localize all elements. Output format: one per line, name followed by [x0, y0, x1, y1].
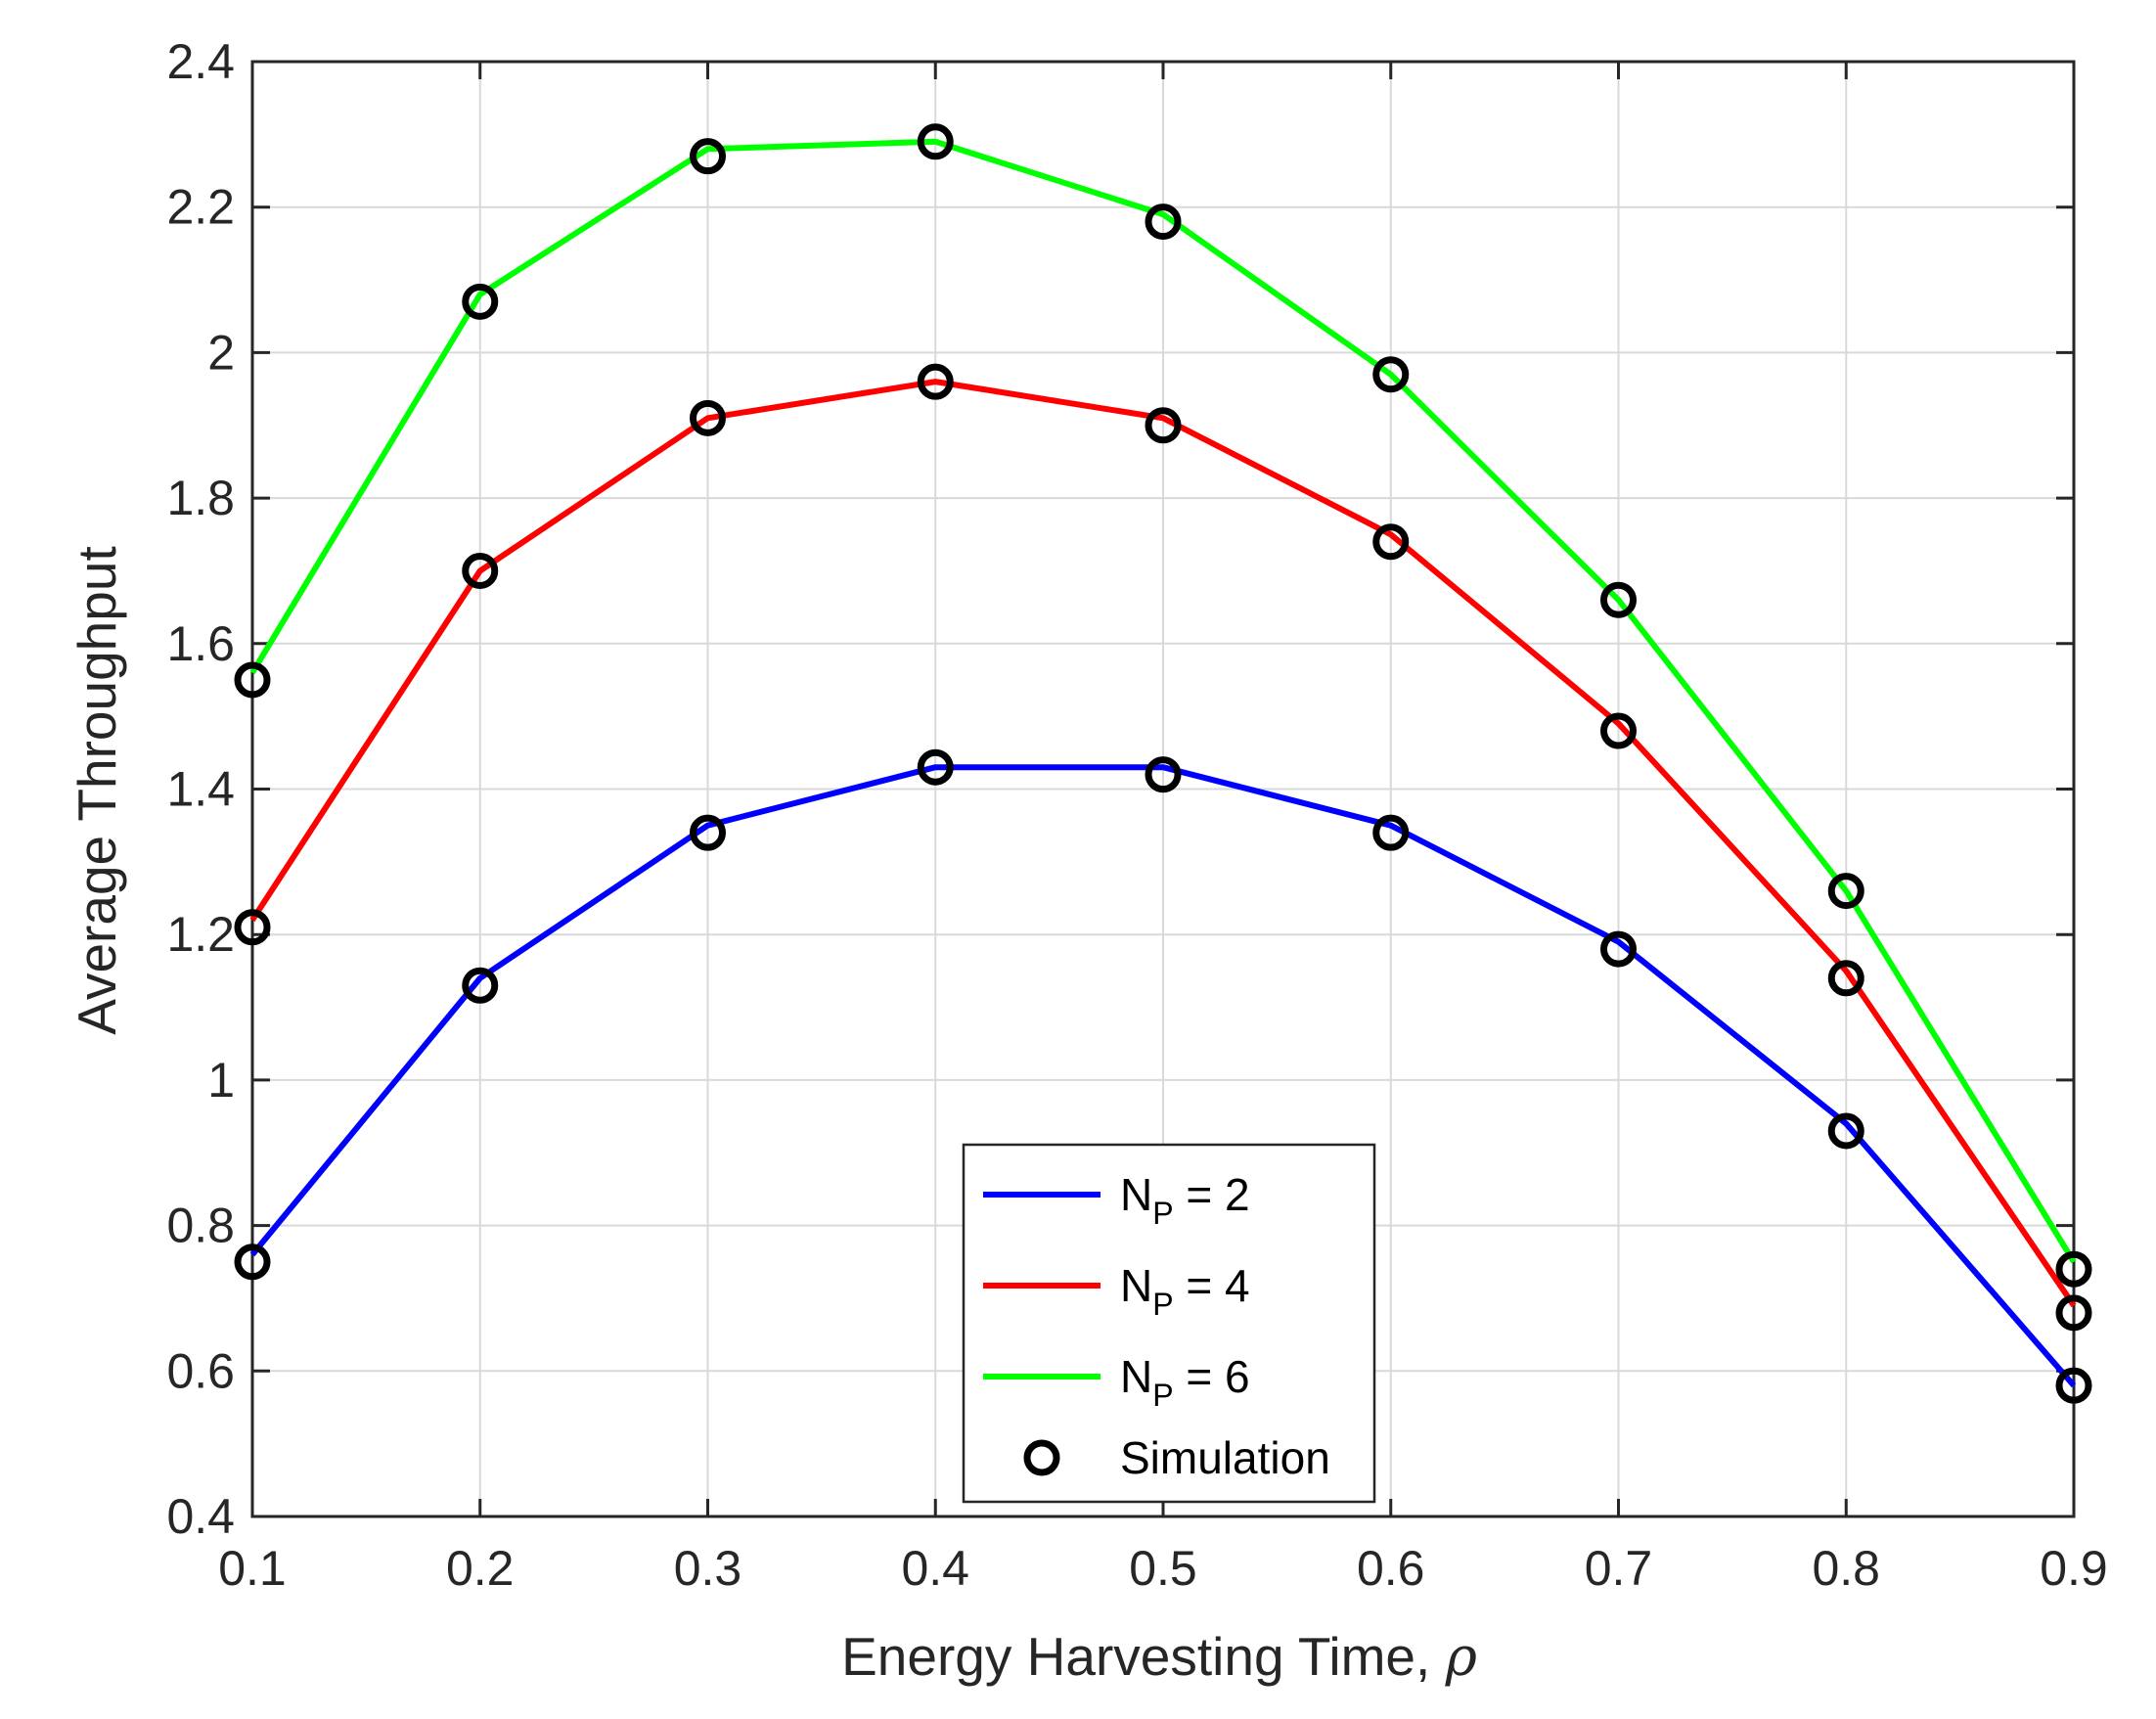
simulation-marker	[1600, 930, 1637, 968]
simulation-marker	[462, 283, 499, 320]
simulation-marker	[1145, 204, 1182, 241]
simulation-markers	[234, 123, 2092, 1404]
simulation-marker	[2055, 1250, 2092, 1288]
simulation-marker	[1145, 756, 1182, 793]
legend: NP = 2 NP = 4 NP = 6 Simulation	[962, 1143, 1376, 1504]
y-tick-label: 0.6	[166, 1343, 235, 1398]
y-tick-label: 2.2	[166, 180, 235, 235]
simulation-marker	[1145, 407, 1182, 444]
y-tick-label: 1.6	[166, 616, 235, 671]
y-tick-label: 1.8	[166, 471, 235, 525]
y-tick-label: 1.4	[166, 762, 235, 817]
grid-lines	[252, 62, 2074, 1516]
simulation-marker	[1600, 712, 1637, 749]
simulation-marker	[690, 138, 726, 175]
y-tick-label: 2.4	[166, 34, 235, 89]
simulation-marker	[917, 363, 954, 400]
simulation-marker	[462, 967, 499, 1004]
simulation-marker	[1827, 1112, 1864, 1150]
simulation-marker	[462, 552, 499, 589]
simulation-marker	[1372, 523, 1410, 561]
simulation-marker	[1600, 581, 1637, 618]
simulation-marker	[2055, 1367, 2092, 1404]
x-tick-label: 0.7	[1585, 1541, 1653, 1596]
y-tick-label: 0.8	[166, 1199, 235, 1253]
legend-label-simulation: Simulation	[1120, 1432, 1330, 1483]
series-line-2	[249, 379, 2077, 1308]
x-axis-title: Energy Harvesting Time, ρ	[841, 1625, 1477, 1688]
legend-label-np6: NP = 6	[1120, 1351, 1250, 1413]
y-tick-label: 2	[207, 325, 235, 380]
x-tick-label: 0.3	[674, 1541, 742, 1596]
x-tick-label: 0.4	[901, 1541, 969, 1596]
x-tick-label: 0.1	[218, 1541, 287, 1596]
series-line-1	[249, 764, 2077, 1388]
x-tick-label: 0.6	[1357, 1541, 1425, 1596]
y-tick-label: 1	[207, 1053, 235, 1108]
series-line-3	[249, 138, 2077, 1264]
simulation-marker	[1827, 960, 1864, 997]
y-tick-label: 1.2	[166, 907, 235, 962]
x-tick-label: 0.9	[2040, 1541, 2108, 1596]
simulation-marker	[917, 748, 954, 786]
x-tick-label: 0.2	[446, 1541, 515, 1596]
legend-box	[962, 1143, 1376, 1504]
simulation-marker	[1372, 356, 1410, 393]
series-lines	[249, 138, 2077, 1388]
simulation-marker	[234, 909, 271, 946]
x-tick-label: 0.5	[1129, 1541, 1197, 1596]
simulation-marker	[234, 1244, 271, 1281]
simulation-marker	[2055, 1294, 2092, 1332]
simulation-marker	[690, 399, 726, 436]
y-tick-label: 0.4	[166, 1489, 235, 1544]
legend-marker-simulation	[1023, 1439, 1060, 1476]
x-tick-label: 0.8	[1812, 1541, 1880, 1596]
tick-labels: 0.1 0.2 0.3 0.4 0.5 0.6 0.7 0.8 0.9 0.4 0.6 0.8 1 1.2…	[166, 34, 2107, 1596]
legend-label-np4: NP = 4	[1120, 1260, 1250, 1322]
simulation-marker	[234, 661, 271, 699]
simulation-marker	[917, 123, 954, 160]
simulation-marker	[1827, 873, 1864, 910]
y-axis-title: Average Throughput	[67, 546, 127, 1034]
simulation-marker	[690, 814, 726, 851]
legend-label-np2: NP = 2	[1120, 1169, 1250, 1231]
simulation-marker	[1372, 814, 1410, 851]
